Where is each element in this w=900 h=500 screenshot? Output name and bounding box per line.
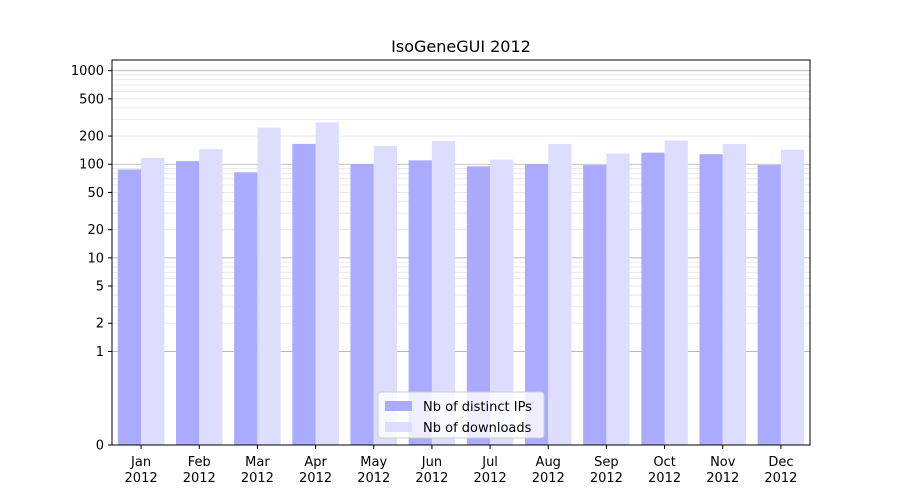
bar-distinct-ips — [466, 166, 491, 445]
y-tick-label: 1000 — [71, 64, 104, 79]
y-tick-label: 10 — [87, 251, 104, 266]
x-tick-label: Sep 2012 — [590, 455, 623, 486]
bar-downloads — [664, 140, 688, 445]
y-axis-ticks: 0 1 2 5 10 20 50 100 200 500 1000 — [71, 64, 112, 454]
y-tick-label: 500 — [79, 92, 104, 107]
y-tick-label: 0 — [96, 439, 104, 454]
y-tick-label: 5 — [96, 280, 104, 295]
y-tick-label: 100 — [79, 158, 104, 173]
legend-label: Nb of downloads — [423, 421, 532, 436]
x-tick-label: Oct 2012 — [648, 455, 681, 486]
bar-distinct-ips — [408, 160, 432, 445]
y-tick-label: 200 — [79, 130, 104, 145]
bar-distinct-ips — [757, 165, 781, 445]
bar-downloads — [431, 141, 456, 446]
chart-title: IsoGeneGUI 2012 — [391, 37, 531, 56]
bar-downloads — [199, 149, 223, 445]
axes — [111, 59, 811, 446]
bar-distinct-ips — [175, 161, 200, 445]
bar-downloads — [722, 143, 747, 445]
x-tick-label: Nov 2012 — [706, 455, 739, 486]
bar-downloads — [548, 143, 572, 445]
plot-frame — [111, 59, 811, 446]
x-tick-label: Apr 2012 — [299, 455, 332, 486]
y-tick-label: 20 — [87, 223, 104, 238]
x-tick-label: Jun 2012 — [415, 455, 448, 486]
y-tick-label: 1 — [96, 345, 104, 360]
legend-box — [377, 391, 545, 439]
legend-swatch — [385, 422, 412, 432]
x-tick-label: Aug 2012 — [532, 455, 565, 486]
bar-downloads — [315, 122, 339, 445]
bar-downloads — [490, 159, 514, 445]
bar-downloads — [141, 157, 165, 446]
bar-distinct-ips — [641, 152, 665, 445]
legend: Nb of distinct IPs Nb of downloads — [377, 391, 545, 439]
bars — [117, 122, 805, 446]
y-tick-label: 50 — [87, 186, 104, 201]
x-tick-label: Feb 2012 — [183, 455, 216, 486]
legend-label: Nb of distinct IPs — [423, 400, 532, 415]
x-tick-label: May 2012 — [357, 455, 390, 486]
bar-distinct-ips — [524, 164, 549, 445]
x-tick-label: Jan 2012 — [125, 455, 158, 486]
bar-downloads — [780, 149, 805, 445]
bar-distinct-ips — [292, 143, 316, 445]
bar-distinct-ips — [234, 172, 258, 446]
bar-distinct-ips — [699, 154, 723, 446]
x-tick-label: Jul 2012 — [474, 455, 507, 486]
x-tick-label: Dec 2012 — [764, 455, 797, 486]
bar-distinct-ips — [117, 169, 142, 446]
bar-distinct-ips — [350, 164, 374, 445]
legend-swatch — [385, 401, 412, 411]
bar-distinct-ips — [583, 165, 607, 445]
x-tick-label: Mar 2012 — [241, 455, 274, 486]
bar-downloads — [257, 127, 281, 445]
bar-downloads — [373, 145, 398, 445]
x-axis-ticks: Jan 2012 Feb 2012 Mar 2012 Apr 2012 May 2012 Jun 20… — [125, 445, 797, 486]
bar-downloads — [606, 153, 630, 446]
grid-lines — [112, 70, 810, 352]
y-tick-label: 2 — [96, 317, 104, 332]
